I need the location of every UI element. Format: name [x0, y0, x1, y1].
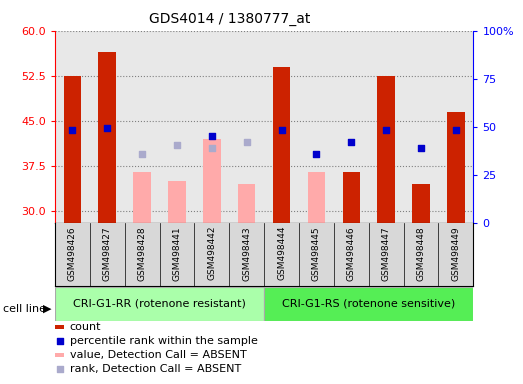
Point: [55, 338, 64, 344]
Point: [452, 127, 460, 133]
Point: [68, 127, 76, 133]
Text: GSM498445: GSM498445: [312, 226, 321, 281]
Point: [173, 142, 181, 148]
Text: CRI-G1-RS (rotenone sensitive): CRI-G1-RS (rotenone sensitive): [282, 299, 456, 309]
Bar: [64, 76, 81, 223]
Bar: [203, 139, 221, 223]
Text: cell line: cell line: [3, 304, 46, 314]
Bar: [273, 67, 290, 223]
Bar: [98, 52, 116, 223]
Text: GSM498443: GSM498443: [242, 226, 251, 281]
Bar: [264, 287, 473, 321]
Point: [138, 151, 146, 157]
Point: [55, 366, 64, 372]
Text: GSM498447: GSM498447: [382, 226, 391, 281]
Text: GSM498449: GSM498449: [451, 226, 460, 281]
Point: [277, 127, 286, 133]
Bar: [168, 181, 186, 223]
Point: [243, 139, 251, 145]
Bar: [378, 76, 395, 223]
Text: count: count: [70, 322, 101, 332]
Point: [382, 127, 390, 133]
Point: [417, 145, 425, 151]
Bar: [133, 172, 151, 223]
Text: percentile rank within the sample: percentile rank within the sample: [70, 336, 257, 346]
Text: GSM498426: GSM498426: [68, 226, 77, 281]
Text: CRI-G1-RR (rotenone resistant): CRI-G1-RR (rotenone resistant): [73, 299, 246, 309]
Bar: [343, 172, 360, 223]
Text: GDS4014 / 1380777_at: GDS4014 / 1380777_at: [150, 12, 311, 25]
Text: GSM498448: GSM498448: [416, 226, 426, 281]
Point: [312, 151, 321, 157]
Text: GSM498446: GSM498446: [347, 226, 356, 281]
Bar: [308, 172, 325, 223]
Point: [208, 145, 216, 151]
Bar: [55, 287, 264, 321]
Bar: [308, 172, 325, 223]
Text: rank, Detection Call = ABSENT: rank, Detection Call = ABSENT: [70, 364, 241, 374]
Text: GSM498442: GSM498442: [207, 226, 217, 280]
Text: GSM498428: GSM498428: [138, 226, 146, 281]
Text: GSM498427: GSM498427: [103, 226, 112, 281]
Bar: [412, 184, 430, 223]
Bar: [238, 184, 255, 223]
Point: [347, 139, 356, 145]
Text: value, Detection Call = ABSENT: value, Detection Call = ABSENT: [70, 350, 246, 360]
Point: [103, 125, 111, 131]
Point: [208, 132, 216, 139]
Bar: [447, 112, 464, 223]
Text: GSM498444: GSM498444: [277, 226, 286, 280]
Text: GSM498441: GSM498441: [173, 226, 181, 281]
Text: ▶: ▶: [43, 304, 52, 314]
